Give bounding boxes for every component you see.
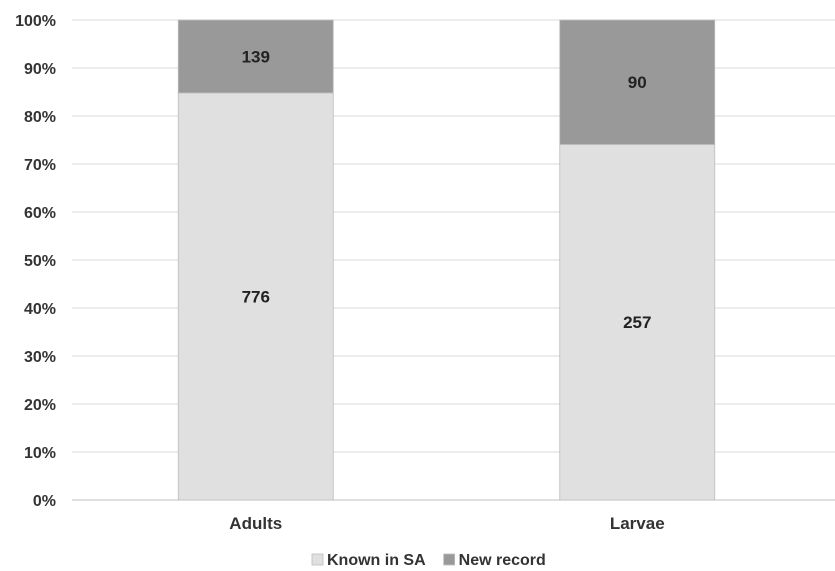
legend-swatch (443, 553, 456, 566)
y-tick-label: 80% (24, 109, 56, 126)
y-tick-label: 40% (24, 301, 56, 318)
bars (177, 19, 716, 501)
data-label: 139 (242, 47, 270, 66)
data-label: 257 (623, 313, 651, 332)
bar-segment-new-record (559, 19, 716, 145)
data-labels: 776 139 257 90 (242, 47, 652, 332)
legend-label: New record (459, 552, 546, 569)
y-tick-label: 30% (24, 349, 56, 366)
legend: Known in SA New record (311, 552, 546, 569)
y-tick-label: 60% (24, 205, 56, 222)
bar-segment-known-in-sa (177, 92, 334, 501)
y-tick-label: 0% (33, 493, 56, 510)
data-label: 776 (242, 287, 270, 306)
data-label: 90 (628, 73, 647, 92)
x-category-label: Adults (229, 514, 282, 533)
y-axis-tick-labels: 0% 10% 20% 30% 40% 50% 60% 70% 80% 90% 100% (15, 13, 56, 510)
bar-segment-known-in-sa (559, 144, 716, 501)
y-tick-label: 50% (24, 253, 56, 270)
y-tick-label: 70% (24, 157, 56, 174)
x-axis-category-labels: Adults Larvae (229, 514, 664, 533)
bar-segment-new-record (177, 19, 334, 94)
x-category-label: Larvae (610, 514, 665, 533)
legend-item: Known in SA (311, 552, 426, 569)
legend-swatch (311, 553, 324, 566)
legend-item: New record (443, 552, 546, 569)
y-tick-label: 90% (24, 61, 56, 78)
y-tick-label: 100% (15, 13, 56, 30)
legend-label: Known in SA (327, 552, 426, 569)
y-tick-label: 20% (24, 397, 56, 414)
y-tick-label: 10% (24, 445, 56, 462)
